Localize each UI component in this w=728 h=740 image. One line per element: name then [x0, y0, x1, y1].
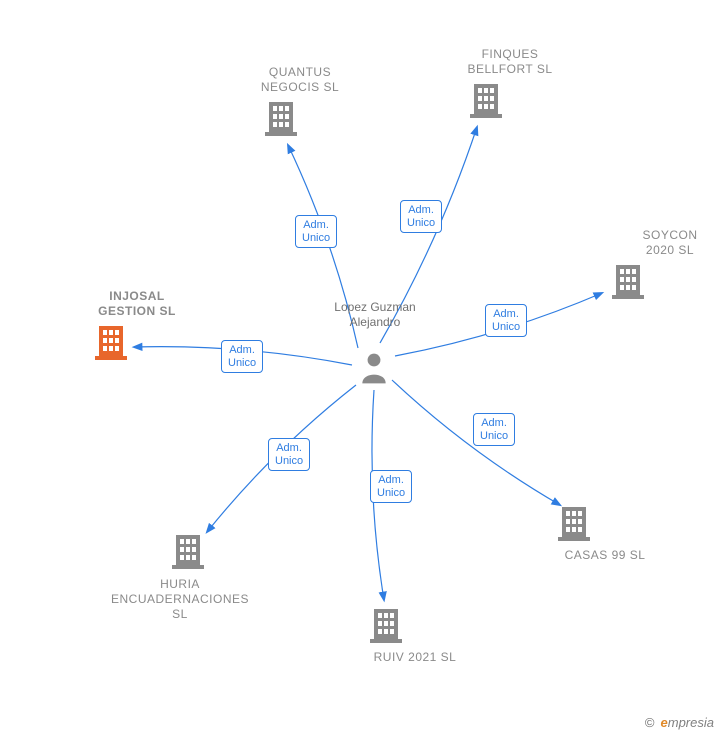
company-node-label: FINQUES BELLFORT SL — [435, 47, 585, 77]
network-diagram: Lopez Guzman Alejandro QUANTUS NEGOCIS S… — [0, 0, 728, 740]
building-icon — [172, 533, 204, 569]
edge-label: Adm. Unico — [485, 304, 527, 337]
building-icon — [95, 324, 127, 360]
edge-label: Adm. Unico — [473, 413, 515, 446]
company-node-label: SOYCON 2020 SL — [595, 228, 728, 258]
edge-label: Adm. Unico — [295, 215, 337, 248]
edge-label: Adm. Unico — [221, 340, 263, 373]
person-icon — [360, 350, 388, 384]
company-node-label: INJOSAL GESTION SL — [62, 289, 212, 319]
copyright-symbol: © — [645, 715, 655, 730]
building-icon — [370, 607, 402, 643]
building-icon — [470, 82, 502, 118]
edge-label: Adm. Unico — [400, 200, 442, 233]
building-icon — [558, 505, 590, 541]
edge-label: Adm. Unico — [370, 470, 412, 503]
brand-name: empresia — [661, 715, 714, 730]
company-node-label: QUANTUS NEGOCIS SL — [225, 65, 375, 95]
edge-label: Adm. Unico — [268, 438, 310, 471]
center-node-label: Lopez Guzman Alejandro — [330, 300, 420, 330]
footer-credit: © empresia — [645, 715, 714, 730]
company-node-label: CASAS 99 SL — [530, 548, 680, 563]
company-node-label: RUIV 2021 SL — [340, 650, 490, 665]
building-icon — [612, 263, 644, 299]
company-node-label: HURIA ENCUADERNACIONES SL — [105, 577, 255, 622]
building-icon — [265, 100, 297, 136]
